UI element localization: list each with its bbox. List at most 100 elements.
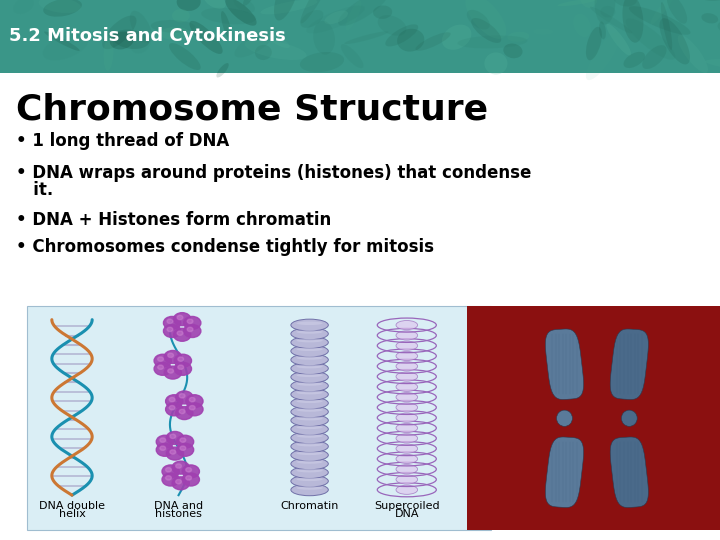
Ellipse shape	[204, 0, 226, 9]
Ellipse shape	[297, 408, 323, 412]
Circle shape	[179, 394, 185, 398]
Circle shape	[156, 435, 174, 448]
Circle shape	[168, 353, 174, 357]
Text: Chromatin: Chromatin	[280, 501, 339, 511]
Ellipse shape	[297, 426, 323, 429]
Ellipse shape	[471, 18, 501, 43]
Circle shape	[160, 438, 166, 442]
Ellipse shape	[297, 330, 323, 334]
Ellipse shape	[291, 475, 328, 487]
Ellipse shape	[297, 374, 323, 377]
Ellipse shape	[442, 25, 472, 50]
Circle shape	[189, 406, 195, 410]
Ellipse shape	[245, 39, 307, 60]
Circle shape	[166, 447, 184, 460]
Ellipse shape	[661, 2, 672, 50]
Ellipse shape	[44, 31, 80, 51]
Ellipse shape	[291, 415, 328, 427]
Ellipse shape	[160, 27, 190, 40]
Ellipse shape	[297, 321, 323, 325]
Ellipse shape	[297, 469, 323, 472]
Ellipse shape	[534, 29, 553, 35]
Circle shape	[186, 468, 192, 472]
Text: • DNA + Histones form chromatin: • DNA + Histones form chromatin	[16, 211, 331, 230]
Ellipse shape	[621, 410, 637, 427]
Text: it.: it.	[16, 181, 53, 199]
Circle shape	[162, 465, 179, 478]
Text: • DNA wraps around proteins (histones) that condense: • DNA wraps around proteins (histones) t…	[16, 164, 531, 182]
Ellipse shape	[396, 485, 418, 494]
Circle shape	[166, 431, 184, 444]
Circle shape	[169, 406, 175, 410]
Ellipse shape	[415, 32, 451, 51]
Ellipse shape	[291, 319, 328, 331]
Text: DNA double: DNA double	[39, 501, 105, 511]
Ellipse shape	[385, 24, 418, 46]
Ellipse shape	[297, 477, 323, 481]
Ellipse shape	[595, 0, 616, 24]
Circle shape	[180, 438, 186, 442]
Ellipse shape	[678, 35, 708, 73]
Text: DNA and: DNA and	[154, 501, 203, 511]
Circle shape	[154, 354, 171, 367]
Ellipse shape	[291, 441, 328, 453]
Ellipse shape	[243, 0, 254, 6]
Ellipse shape	[396, 413, 418, 422]
Ellipse shape	[396, 434, 418, 443]
Ellipse shape	[573, 14, 591, 37]
Circle shape	[166, 395, 183, 408]
Circle shape	[172, 477, 189, 490]
Bar	[0, 0, 720, 73]
Circle shape	[179, 409, 185, 414]
Circle shape	[177, 315, 183, 320]
Ellipse shape	[297, 434, 323, 438]
Ellipse shape	[221, 11, 232, 40]
Circle shape	[178, 357, 184, 361]
Ellipse shape	[297, 417, 323, 421]
Circle shape	[172, 461, 189, 474]
Ellipse shape	[291, 484, 328, 496]
Ellipse shape	[396, 403, 418, 412]
Ellipse shape	[378, 15, 407, 36]
Ellipse shape	[586, 27, 602, 60]
Ellipse shape	[113, 30, 149, 49]
Ellipse shape	[43, 0, 82, 17]
Ellipse shape	[291, 380, 328, 392]
Ellipse shape	[297, 356, 323, 360]
Ellipse shape	[297, 382, 323, 386]
Circle shape	[163, 316, 181, 329]
Circle shape	[166, 468, 171, 472]
Ellipse shape	[176, 0, 201, 11]
Ellipse shape	[313, 21, 335, 55]
Polygon shape	[546, 329, 583, 400]
Circle shape	[184, 316, 201, 329]
Ellipse shape	[396, 475, 418, 484]
Circle shape	[167, 327, 173, 332]
Ellipse shape	[300, 10, 323, 28]
Circle shape	[168, 369, 174, 373]
Bar	[467, 306, 720, 530]
Ellipse shape	[503, 44, 523, 58]
Ellipse shape	[291, 354, 328, 366]
Ellipse shape	[130, 11, 152, 43]
Ellipse shape	[580, 0, 598, 8]
Polygon shape	[611, 437, 648, 508]
Text: • Chromosomes condense tightly for mitosis: • Chromosomes condense tightly for mitos…	[16, 238, 434, 256]
Circle shape	[182, 465, 199, 478]
Ellipse shape	[485, 52, 508, 75]
Circle shape	[186, 476, 192, 480]
Ellipse shape	[297, 460, 323, 464]
Circle shape	[187, 327, 193, 332]
Circle shape	[162, 473, 179, 486]
Ellipse shape	[13, 0, 34, 14]
Circle shape	[156, 443, 174, 456]
Ellipse shape	[291, 458, 328, 470]
Ellipse shape	[706, 59, 720, 71]
Circle shape	[163, 325, 181, 338]
Circle shape	[166, 476, 171, 480]
Ellipse shape	[614, 0, 636, 6]
Ellipse shape	[397, 29, 424, 52]
Ellipse shape	[590, 6, 632, 33]
Ellipse shape	[274, 0, 299, 21]
Ellipse shape	[718, 22, 720, 33]
